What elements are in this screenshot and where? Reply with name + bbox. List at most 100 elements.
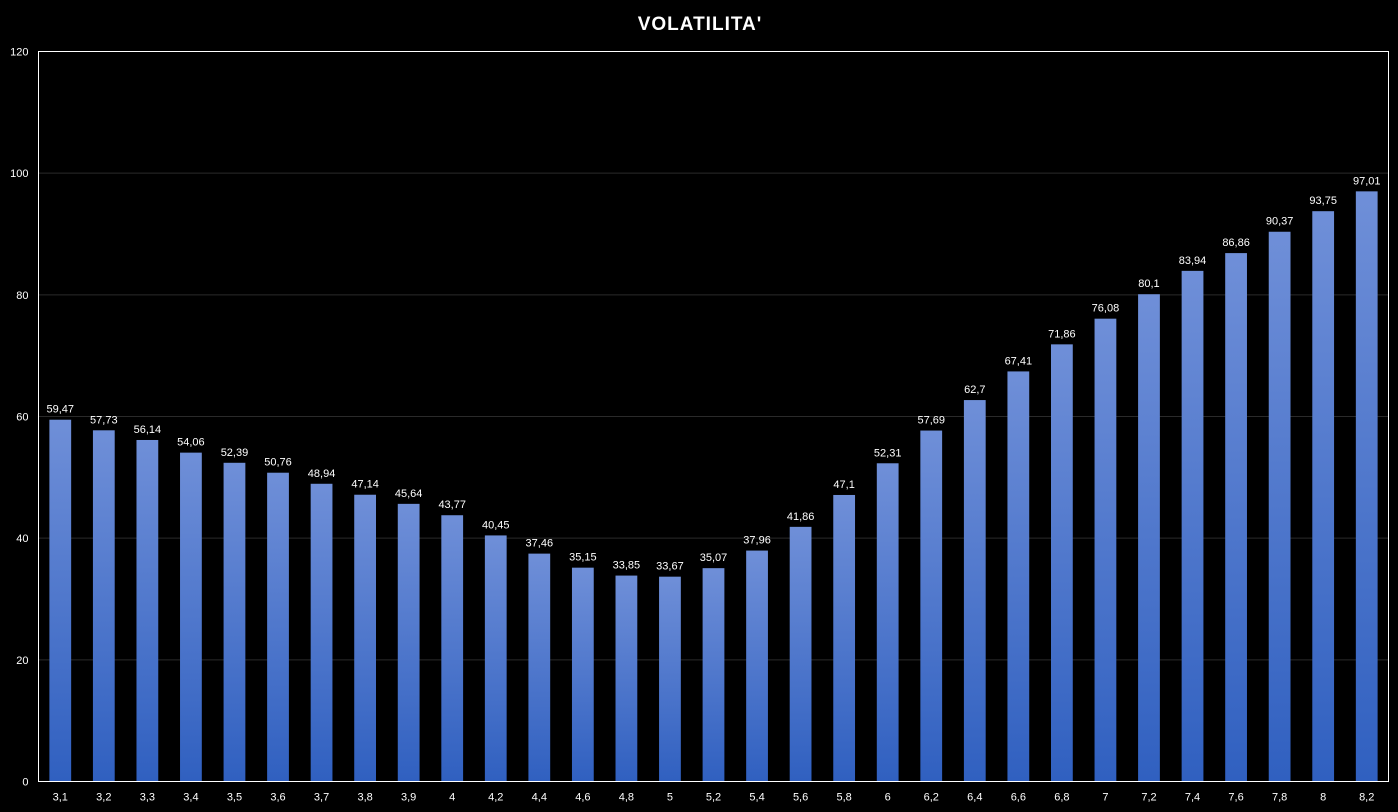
- x-tick-label: 7: [1102, 792, 1108, 804]
- bar: [310, 483, 333, 782]
- bar-data-label: 47,14: [351, 479, 379, 491]
- y-tick-label: 100: [10, 168, 28, 180]
- x-tick-label: 6,6: [1011, 792, 1026, 804]
- bar-data-label: 37,46: [526, 538, 554, 550]
- bar: [1181, 270, 1204, 782]
- x-tick-label: 3,4: [183, 792, 198, 804]
- x-axis-ticks: 3,1 3,2 3,3 3,4 3,5 3,6 3,7 3,8 3,9 4 4,2 4,4 4,6 4,8…: [53, 792, 1375, 804]
- bar: [354, 494, 376, 782]
- x-tick-label: 5,6: [793, 792, 808, 804]
- y-axis-ticks: 0 20 40 60 80 100 120: [10, 47, 28, 789]
- x-tick-label: 5,4: [749, 792, 764, 804]
- bar-data-label: 86,86: [1222, 237, 1250, 249]
- x-tick-label: 4,2: [488, 792, 503, 804]
- bar: [1225, 253, 1247, 782]
- bar-data-label: 62,7: [964, 384, 985, 396]
- x-tick-label: 6,8: [1054, 792, 1069, 804]
- bar-data-label: 35,15: [569, 552, 597, 564]
- bar: [659, 576, 681, 782]
- x-tick-label: 3,9: [401, 792, 416, 804]
- bars: [49, 191, 1378, 782]
- x-tick-label: 4,6: [575, 792, 590, 804]
- bar-data-label: 54,06: [177, 437, 205, 449]
- x-tick-label: 4: [449, 792, 455, 804]
- bar-data-label: 59,47: [47, 404, 75, 416]
- bar: [1094, 318, 1117, 782]
- x-tick-label: 6: [885, 792, 891, 804]
- bar: [528, 553, 551, 782]
- bar: [615, 575, 638, 782]
- x-tick-label: 3,7: [314, 792, 329, 804]
- bar: [789, 526, 812, 782]
- bar-data-label: 52,39: [221, 447, 249, 459]
- bar-data-label: 83,94: [1179, 255, 1207, 267]
- bar: [833, 494, 856, 782]
- bar: [1355, 191, 1378, 782]
- x-tick-label: 8: [1320, 792, 1326, 804]
- bar: [484, 535, 507, 782]
- x-tick-label: 3,2: [96, 792, 111, 804]
- bar: [702, 568, 725, 782]
- bar-data-label: 67,41: [1005, 355, 1033, 367]
- x-tick-label: 5: [667, 792, 673, 804]
- bar: [1051, 344, 1073, 782]
- bar-data-label: 33,67: [656, 561, 684, 573]
- x-tick-label: 7,4: [1185, 792, 1200, 804]
- plot-area-border: [38, 51, 1389, 782]
- bar: [267, 472, 289, 782]
- bar: [963, 400, 986, 782]
- x-tick-label: 3,8: [357, 792, 372, 804]
- bar: [920, 430, 943, 782]
- bar-data-label: 41,86: [787, 511, 815, 523]
- y-tick-label: 40: [16, 533, 28, 545]
- x-tick-label: 6,4: [967, 792, 982, 804]
- x-tick-label: 3,6: [270, 792, 285, 804]
- x-tick-label: 7,2: [1141, 792, 1156, 804]
- bar-data-label: 48,94: [308, 468, 336, 480]
- bar-data-label: 52,31: [874, 447, 902, 459]
- bar: [49, 419, 72, 782]
- bar-data-label: 45,64: [395, 488, 423, 500]
- bar-data-label: 57,69: [917, 415, 945, 427]
- bar-data-label: 90,37: [1266, 216, 1294, 228]
- data-labels: 59,4757,7356,1454,0652,3950,7648,9447,14…: [47, 175, 1381, 572]
- bar-data-label: 57,73: [90, 414, 118, 426]
- bar: [92, 430, 115, 782]
- bar: [223, 462, 246, 782]
- bar-data-label: 97,01: [1353, 175, 1381, 187]
- bar-data-label: 56,14: [134, 424, 162, 436]
- bar: [571, 567, 594, 782]
- bar: [746, 550, 768, 782]
- y-tick-label: 20: [16, 655, 28, 667]
- bar: [441, 515, 464, 782]
- bar: [1268, 231, 1291, 782]
- x-tick-label: 7,8: [1272, 792, 1287, 804]
- bar-data-label: 47,1: [833, 479, 854, 491]
- bar-data-label: 35,07: [700, 552, 728, 564]
- bar: [136, 439, 159, 782]
- bar-data-label: 80,1: [1138, 278, 1159, 290]
- bar-data-label: 50,76: [264, 457, 292, 469]
- y-tick-label: 0: [22, 777, 28, 789]
- bar-data-label: 40,45: [482, 519, 510, 531]
- x-tick-label: 4,4: [532, 792, 547, 804]
- x-tick-label: 5,2: [706, 792, 721, 804]
- bar: [876, 463, 899, 782]
- y-tick-label: 60: [16, 412, 28, 424]
- bar: [1138, 294, 1160, 782]
- y-tick-label: 120: [10, 47, 28, 59]
- x-tick-label: 3,5: [227, 792, 242, 804]
- x-tick-label: 6,2: [924, 792, 939, 804]
- x-tick-label: 5,8: [836, 792, 851, 804]
- bar-data-label: 33,85: [613, 560, 641, 572]
- x-tick-label: 3,3: [140, 792, 155, 804]
- bar: [1312, 211, 1335, 782]
- bar: [397, 503, 420, 782]
- x-tick-label: 3,1: [53, 792, 68, 804]
- bar: [1007, 371, 1030, 782]
- x-tick-label: 7,6: [1228, 792, 1243, 804]
- bar-data-label: 71,86: [1048, 328, 1076, 340]
- bar-data-label: 93,75: [1309, 195, 1337, 207]
- chart-title: VOLATILITA': [638, 14, 763, 35]
